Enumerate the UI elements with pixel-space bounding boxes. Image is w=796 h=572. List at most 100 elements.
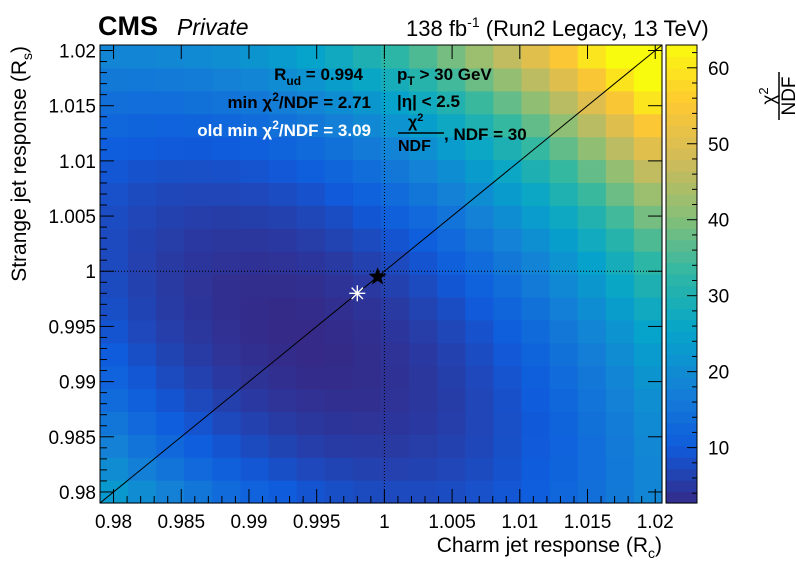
heatmap-cell <box>212 342 242 367</box>
heatmap-cell <box>296 434 326 458</box>
heatmap-cell <box>605 251 635 275</box>
heatmap-cell <box>521 159 551 183</box>
heatmap-cell <box>268 411 298 435</box>
heatmap-cell <box>184 480 213 504</box>
heatmap-cell <box>381 319 410 344</box>
heatmap-cell <box>128 480 157 504</box>
heatmap-cell <box>212 274 242 298</box>
status-label: Private <box>177 14 249 40</box>
heatmap-cell <box>352 113 382 138</box>
heatmap-cell <box>493 319 523 344</box>
heatmap-cell <box>409 411 438 435</box>
heatmap-cell <box>268 480 298 504</box>
heatmap-cell <box>212 457 242 481</box>
heatmap-cell <box>549 480 579 504</box>
heatmap-cell <box>633 457 663 481</box>
color-scale-band <box>666 102 697 115</box>
heatmap-cell <box>352 342 382 367</box>
heatmap-cell <box>128 296 157 321</box>
heatmap-cell <box>521 434 551 458</box>
heatmap-cell <box>100 365 129 390</box>
heatmap-cell <box>437 113 466 138</box>
heatmap-cell <box>128 319 157 344</box>
heatmap-cell <box>296 113 326 138</box>
heatmap-cell <box>156 205 185 229</box>
heatmap-cell <box>296 480 326 504</box>
heatmap-cell <box>633 67 663 92</box>
x-axis-ticks: 0.98 0.985 0.99 0.995 1 1.005 1.01 1.015 1.02 <box>95 45 674 533</box>
heatmap-cell <box>549 228 579 252</box>
heatmap-cell <box>324 90 354 115</box>
x-tick-label: 1.005 <box>428 512 476 533</box>
heatmap-cell <box>100 182 129 206</box>
heatmap-cell <box>465 251 494 275</box>
heatmap-cell <box>352 251 382 275</box>
heatmap-cell <box>184 228 213 252</box>
heatmap-cell <box>409 136 438 161</box>
heatmap-cell <box>493 388 523 412</box>
heatmap-cell <box>268 274 298 298</box>
heatmap-cell <box>409 67 438 92</box>
color-scale-band <box>666 193 697 206</box>
heatmap-cell <box>409 205 438 229</box>
heatmap-cell <box>549 319 579 344</box>
heatmap-cell <box>184 159 213 183</box>
heatmap-cell <box>156 251 185 275</box>
heatmap-cell <box>381 67 410 92</box>
heatmap-cell <box>296 45 326 69</box>
heatmap-cell <box>633 434 663 458</box>
svg-text:NDF: NDF <box>779 76 796 115</box>
heatmap-cell <box>521 342 551 367</box>
heatmap-cell <box>268 457 298 481</box>
heatmap-cell <box>493 434 523 458</box>
heatmap-cell <box>605 182 635 206</box>
heatmap-cell <box>549 159 579 183</box>
color-scale-band <box>666 274 697 287</box>
heatmap-cell <box>577 457 607 481</box>
heatmap-cell <box>521 67 551 92</box>
heatmap-cell <box>352 365 382 390</box>
heatmap-cell <box>268 296 298 321</box>
heatmap-cell <box>240 159 270 183</box>
heatmap-cell <box>437 67 466 92</box>
y-tick-label: 0.98 <box>59 483 96 504</box>
heatmap-cell <box>549 136 579 161</box>
heatmap-cell <box>184 205 213 229</box>
heatmap-cell <box>324 159 354 183</box>
heatmap-cell <box>296 342 326 367</box>
heatmap-cell <box>100 113 129 138</box>
heatmap-cell <box>296 457 326 481</box>
heatmap-cell <box>128 228 157 252</box>
heatmap-cell <box>184 319 213 344</box>
heatmap-cell <box>212 411 242 435</box>
heatmap-cell <box>605 274 635 298</box>
heatmap-cell <box>184 274 213 298</box>
heatmap-cell <box>100 67 129 92</box>
heatmap-cells <box>100 45 663 504</box>
heatmap-cell <box>577 113 607 138</box>
heatmap-cell <box>352 90 382 115</box>
color-scale-band <box>666 445 697 458</box>
heatmap-cell <box>605 159 635 183</box>
heatmap-cell <box>100 228 129 252</box>
heatmap-cell <box>240 457 270 481</box>
heatmap-cell <box>184 45 213 69</box>
heatmap-cell <box>128 45 157 69</box>
heatmap-cell <box>296 159 326 183</box>
heatmap-cell <box>577 45 607 69</box>
heatmap-cell <box>296 90 326 115</box>
x-tick-label: 0.98 <box>95 512 132 533</box>
heatmap-cell <box>100 274 129 298</box>
heatmap-cell <box>605 342 635 367</box>
heatmap-cell <box>549 411 579 435</box>
heatmap-cell <box>409 182 438 206</box>
heatmap-cell <box>437 480 466 504</box>
heatmap-cell <box>521 411 551 435</box>
heatmap-cell <box>605 136 635 161</box>
heatmap-cell <box>128 365 157 390</box>
heatmap-cell <box>465 434 494 458</box>
x-tick-label: 0.99 <box>230 512 267 533</box>
heatmap-cell <box>296 274 326 298</box>
heatmap-cell <box>409 251 438 275</box>
heatmap-cell <box>633 296 663 321</box>
